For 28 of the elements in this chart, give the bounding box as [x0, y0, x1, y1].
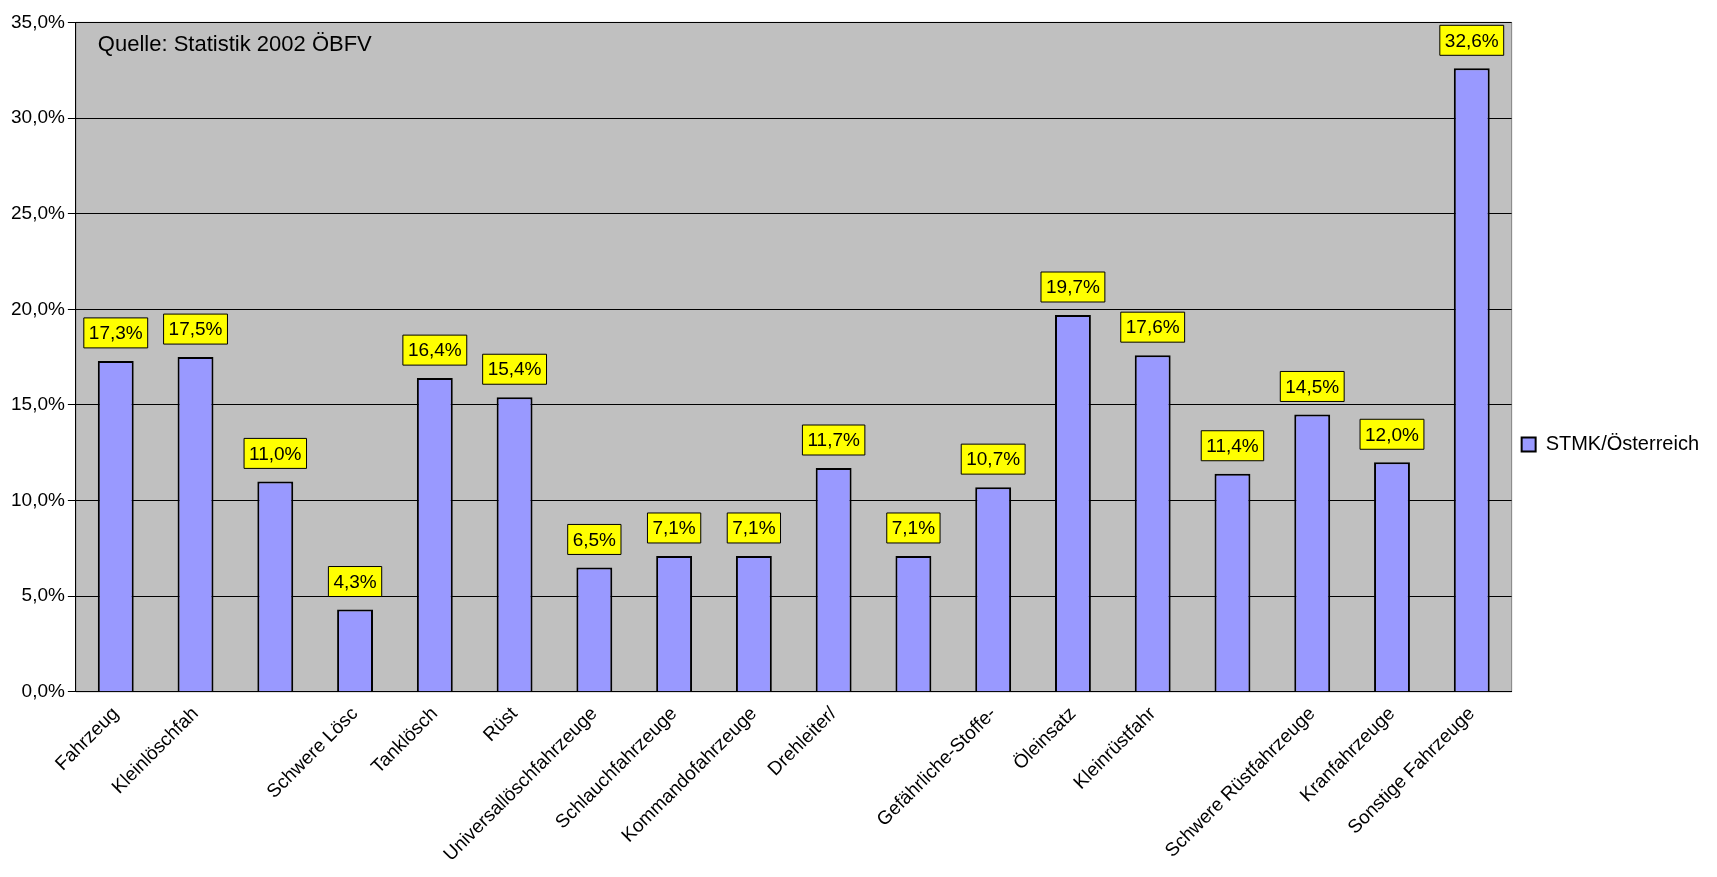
y-tick-label: 5,0% [21, 584, 65, 606]
data-label: 17,3% [88, 322, 143, 344]
data-label: 7,1% [652, 517, 696, 539]
y-tick-label: 15,0% [11, 393, 65, 415]
data-label: 17,6% [1125, 316, 1180, 338]
data-label: 15,4% [487, 358, 542, 380]
legend-label: STMK/Österreich [1545, 432, 1699, 455]
data-label: 11,4% [1206, 434, 1259, 456]
data-label: 12,0% [1365, 423, 1420, 445]
y-tick-label: 35,0% [11, 10, 65, 32]
y-tick-label: 0,0% [21, 680, 65, 701]
data-label: 32,6% [1444, 29, 1499, 51]
data-label: 16,4% [407, 339, 462, 361]
data-label: 14,5% [1285, 375, 1340, 397]
data-label: 6,5% [572, 528, 617, 550]
y-tick-label: 25,0% [11, 201, 65, 223]
data-label: 7,1% [732, 517, 776, 539]
annotation: Quelle: Statistik 2002 ÖBFV [97, 31, 373, 57]
y-tick-label: 10,0% [11, 488, 65, 510]
data-label: 4,3% [333, 570, 377, 592]
data-label: 7,1% [891, 517, 936, 539]
y-tick-label: 30,0% [11, 106, 65, 128]
y-tick-label: 20,0% [11, 297, 65, 319]
data-label: 10,7% [966, 448, 1021, 470]
data-label: 11,0% [249, 442, 302, 464]
data-label: 19,7% [1046, 276, 1100, 298]
data-label: 17,5% [168, 318, 223, 340]
data-label: 11,7% [807, 429, 860, 451]
